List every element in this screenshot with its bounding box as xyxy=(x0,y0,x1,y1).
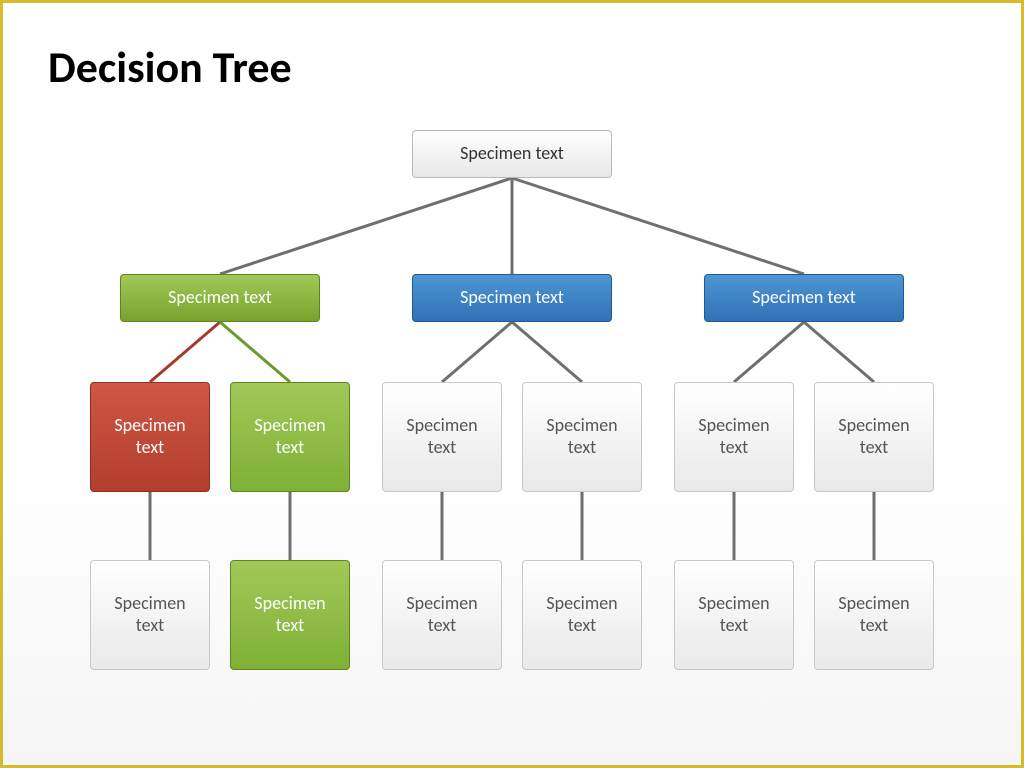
slide-title: Decision Tree xyxy=(48,40,292,94)
node-b2c2: Specimentext xyxy=(522,382,642,492)
node-b1c1g: Specimentext xyxy=(90,560,210,670)
edge-b3-b3c1 xyxy=(734,322,804,382)
node-label: Specimentext xyxy=(832,593,915,636)
node-label: Specimentext xyxy=(540,415,623,458)
node-label: Specimen text xyxy=(454,287,570,309)
node-b1: Specimen text xyxy=(120,274,320,322)
edge-b1-b1c1 xyxy=(150,322,220,382)
node-label: Specimen text xyxy=(454,143,570,165)
node-b3c2: Specimentext xyxy=(814,382,934,492)
node-b2: Specimen text xyxy=(412,274,612,322)
node-b2c1: Specimentext xyxy=(382,382,502,492)
node-label: Specimentext xyxy=(692,415,775,458)
edge-b2-b2c1 xyxy=(442,322,512,382)
node-label: Specimentext xyxy=(540,593,623,636)
node-label: Specimen text xyxy=(162,287,278,309)
edge-b3-b3c2 xyxy=(804,322,874,382)
node-b1c1: Specimentext xyxy=(90,382,210,492)
node-label: Specimentext xyxy=(832,415,915,458)
node-label: Specimentext xyxy=(248,415,331,458)
node-label: Specimentext xyxy=(108,415,191,458)
node-b2c2g: Specimentext xyxy=(522,560,642,670)
edge-root-b3 xyxy=(512,178,804,274)
node-b3c1: Specimentext xyxy=(674,382,794,492)
node-b3c2g: Specimentext xyxy=(814,560,934,670)
node-b2c1g: Specimentext xyxy=(382,560,502,670)
node-label: Specimentext xyxy=(248,593,331,636)
edge-b2-b2c2 xyxy=(512,322,582,382)
node-b3c1g: Specimentext xyxy=(674,560,794,670)
node-label: Specimen text xyxy=(746,287,862,309)
node-b3: Specimen text xyxy=(704,274,904,322)
node-label: Specimentext xyxy=(400,593,483,636)
node-label: Specimentext xyxy=(108,593,191,636)
edge-b1-b1c2 xyxy=(220,322,290,382)
node-b1c2: Specimentext xyxy=(230,382,350,492)
node-label: Specimentext xyxy=(400,415,483,458)
edge-root-b1 xyxy=(220,178,512,274)
node-root: Specimen text xyxy=(412,130,612,178)
node-b1c2g: Specimentext xyxy=(230,560,350,670)
node-label: Specimentext xyxy=(692,593,775,636)
